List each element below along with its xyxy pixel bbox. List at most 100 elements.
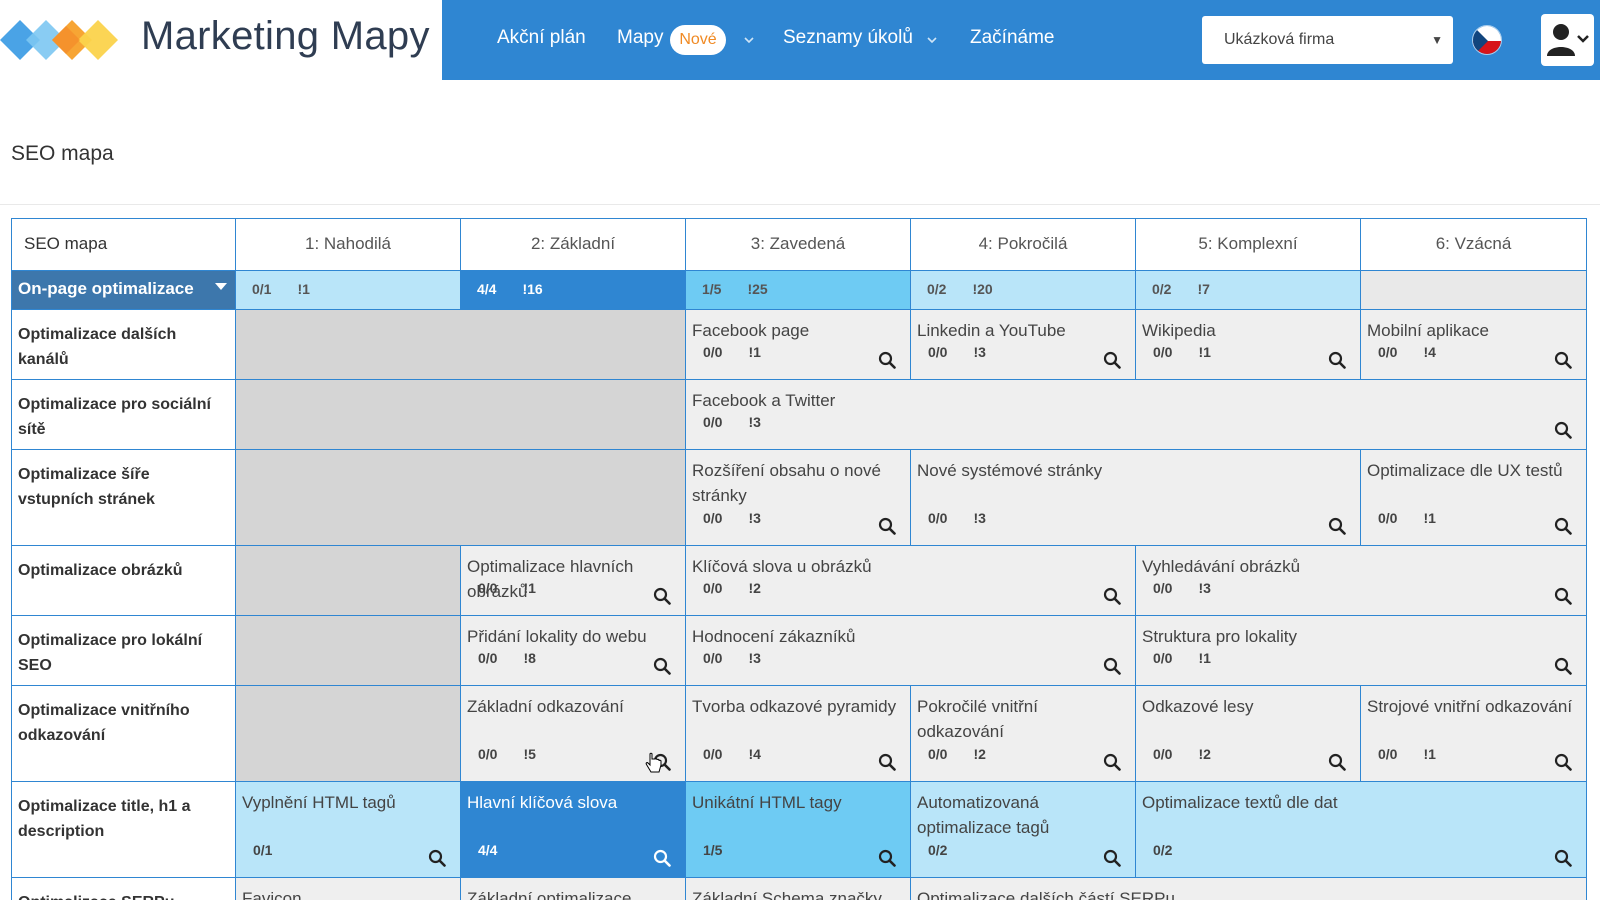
task-card[interactable]: Automatizovaná optimalizace tagů 0/2 bbox=[911, 782, 1136, 878]
task-stats: 4/4 bbox=[478, 838, 523, 863]
search-icon[interactable] bbox=[1103, 753, 1121, 771]
task-card[interactable]: Hodnocení zákazníků 0/0 !3 bbox=[686, 616, 1136, 686]
search-icon[interactable] bbox=[878, 753, 896, 771]
task-count: !1 bbox=[748, 344, 761, 360]
search-icon[interactable] bbox=[1103, 657, 1121, 675]
level-summary: 1/5 !25 bbox=[686, 271, 911, 310]
task-card[interactable]: Nové systémové stránky 0/0 !3 bbox=[911, 450, 1361, 546]
task-title: Nové systémové stránky bbox=[917, 461, 1103, 480]
collapse-triangle-icon[interactable] bbox=[215, 283, 227, 290]
task-card[interactable]: Tvorba odkazové pyramidy 0/0 !4 bbox=[686, 686, 911, 782]
task-stats: 0/0 !1 bbox=[1378, 506, 1462, 531]
task-card[interactable]: Wikipedia 0/0 !1 bbox=[1136, 310, 1361, 380]
task-card[interactable]: Optimalizace dalších částí SERPu bbox=[911, 878, 1587, 900]
search-icon[interactable] bbox=[1328, 351, 1346, 369]
task-stats: 0/0 !4 bbox=[1378, 340, 1462, 365]
task-card[interactable]: Facebook a Twitter 0/0 !3 bbox=[686, 380, 1587, 450]
task-card[interactable]: Optimalizace dle UX testů 0/0 !1 bbox=[1361, 450, 1587, 546]
nav-mapy[interactable]: Mapy bbox=[617, 27, 664, 48]
task-done: 0/2 bbox=[1153, 842, 1173, 858]
task-card[interactable]: Unikátní HTML tagy 1/5 bbox=[686, 782, 911, 878]
chevron-down-icon[interactable] bbox=[926, 34, 938, 46]
brand-name: Marketing Mapy bbox=[141, 14, 430, 58]
nav-zaciname[interactable]: Začínáme bbox=[970, 27, 1055, 48]
level-header: 5: Komplexní bbox=[1136, 219, 1361, 271]
task-card[interactable]: Vyplnění HTML tagů 0/1 bbox=[236, 782, 461, 878]
task-card[interactable]: Hlavní klíčová slova 4/4 bbox=[461, 782, 686, 878]
company-select[interactable]: Ukázková firma ▼ bbox=[1202, 16, 1453, 64]
chevron-down-icon[interactable] bbox=[743, 34, 755, 46]
task-done: 0/0 bbox=[703, 414, 723, 430]
nav-seznamy-ukolu[interactable]: Seznamy úkolů bbox=[783, 27, 913, 48]
task-done: 0/0 bbox=[1378, 746, 1398, 762]
task-card[interactable]: Facebook page 0/0 !1 bbox=[686, 310, 911, 380]
task-done: 0/0 bbox=[1153, 746, 1173, 762]
task-count: !1 bbox=[1423, 510, 1436, 526]
task-done: 0/0 bbox=[478, 580, 498, 596]
task-title: Struktura pro lokality bbox=[1142, 627, 1297, 646]
task-title: Optimalizace dalších částí SERPu bbox=[917, 889, 1175, 900]
brand-logo-icon bbox=[0, 20, 118, 60]
task-card[interactable]: Pokročilé vnitřní odkazování 0/0 !2 bbox=[911, 686, 1136, 782]
search-icon[interactable] bbox=[1103, 849, 1121, 867]
search-icon[interactable] bbox=[428, 849, 446, 867]
select-caret-icon: ▼ bbox=[1431, 33, 1443, 47]
task-card[interactable]: Základní odkazování 0/0 !5 bbox=[461, 686, 686, 782]
task-card[interactable]: Odkazové lesy 0/0 !2 bbox=[1136, 686, 1361, 782]
task-stats: 0/0 !1 bbox=[478, 576, 562, 601]
task-card[interactable]: Vyhledávání obrázků 0/0 !3 bbox=[1136, 546, 1587, 616]
nav-akcni-plan[interactable]: Akční plán bbox=[497, 27, 586, 48]
search-icon[interactable] bbox=[1554, 753, 1572, 771]
task-stats: 0/0 !3 bbox=[1153, 576, 1237, 601]
search-icon[interactable] bbox=[1554, 587, 1572, 605]
task-card[interactable]: Mobilní aplikace 0/0 !4 bbox=[1361, 310, 1587, 380]
empty-cell bbox=[236, 616, 461, 686]
user-menu-button[interactable] bbox=[1541, 14, 1594, 66]
search-icon[interactable] bbox=[878, 517, 896, 535]
task-card[interactable]: Základní Schema značky bbox=[686, 878, 911, 900]
task-done: 0/0 bbox=[928, 746, 948, 762]
task-title: Základní optimalizace SERPu bbox=[467, 889, 632, 900]
row-label: Optimalizace šíře vstupních stránek bbox=[12, 450, 236, 546]
task-card[interactable]: Klíčová slova u obrázků 0/0 !2 bbox=[686, 546, 1136, 616]
task-done: 0/0 bbox=[1378, 510, 1398, 526]
search-icon[interactable] bbox=[1103, 587, 1121, 605]
search-icon[interactable] bbox=[1103, 351, 1121, 369]
cz-flag-icon[interactable] bbox=[1472, 25, 1502, 55]
search-icon[interactable] bbox=[1554, 849, 1572, 867]
search-icon[interactable] bbox=[1328, 753, 1346, 771]
task-card[interactable]: Základní optimalizace SERPu bbox=[461, 878, 686, 900]
search-icon[interactable] bbox=[878, 849, 896, 867]
logo-area[interactable]: Marketing Mapy bbox=[0, 0, 442, 80]
search-icon[interactable] bbox=[1554, 421, 1572, 439]
task-title: Favicon bbox=[242, 889, 302, 900]
search-icon[interactable] bbox=[653, 657, 671, 675]
task-card[interactable]: Optimalizace hlavních obrázků 0/0 !1 bbox=[461, 546, 686, 616]
search-icon[interactable] bbox=[1328, 517, 1346, 535]
search-icon[interactable] bbox=[653, 587, 671, 605]
search-icon[interactable] bbox=[1554, 657, 1572, 675]
task-done: 0/0 bbox=[1153, 650, 1173, 666]
search-icon[interactable] bbox=[653, 753, 671, 771]
task-count: !3 bbox=[973, 510, 986, 526]
task-card[interactable]: Struktura pro lokality 0/0 !1 bbox=[1136, 616, 1587, 686]
task-count: !8 bbox=[523, 650, 536, 666]
task-card[interactable]: Optimalizace textů dle dat 0/2 bbox=[1136, 782, 1587, 878]
task-title: Přidání lokality do webu bbox=[467, 627, 647, 646]
task-card[interactable]: Favicon bbox=[236, 878, 461, 900]
task-card[interactable]: Linkedin a YouTube 0/0 !3 bbox=[911, 310, 1136, 380]
task-card[interactable]: Přidání lokality do webu 0/0 !8 bbox=[461, 616, 686, 686]
search-icon[interactable] bbox=[1554, 517, 1572, 535]
search-icon[interactable] bbox=[653, 849, 671, 867]
search-icon[interactable] bbox=[1554, 351, 1572, 369]
search-icon[interactable] bbox=[878, 351, 896, 369]
task-card[interactable]: Rozšíření obsahu o nové stránky 0/0 !3 bbox=[686, 450, 911, 546]
level-summary: 0/1 !1 bbox=[236, 271, 461, 310]
task-count: !1 bbox=[1198, 344, 1211, 360]
category-on-page[interactable]: On-page optimalizace bbox=[12, 271, 236, 310]
task-count: !1 bbox=[523, 580, 536, 596]
user-icon bbox=[1547, 24, 1589, 56]
task-card[interactable]: Strojové vnitřní odkazování 0/0 !1 bbox=[1361, 686, 1587, 782]
level-summary bbox=[1361, 271, 1587, 310]
task-title: Optimalizace hlavních obrázků bbox=[467, 557, 634, 601]
